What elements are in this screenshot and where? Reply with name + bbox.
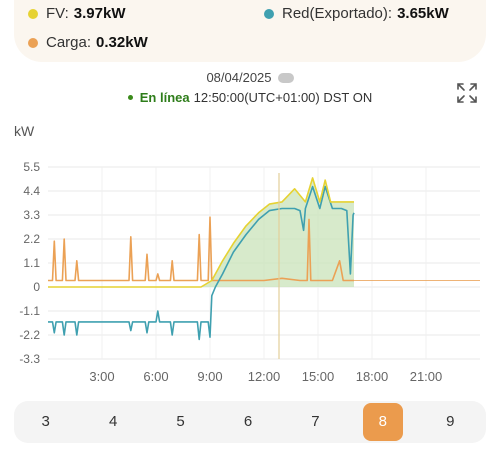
y-tick-label: -1.1 xyxy=(19,304,40,318)
y-tick-label: 0 xyxy=(33,280,40,294)
grid-export-line xyxy=(48,185,355,341)
x-tick-label: 15:00 xyxy=(302,369,335,384)
online-status: En línea xyxy=(139,90,190,105)
legend-pv-value: 3.97kW xyxy=(73,5,126,22)
x-tick-label: 18:00 xyxy=(356,369,389,384)
legend-load[interactable]: Carga: 0.32kW xyxy=(28,34,148,51)
day-selector: 3 4 5 6 7 8 9 xyxy=(14,401,486,443)
legend-pv[interactable]: FV: 3.97kW xyxy=(28,5,125,22)
day-button-3[interactable]: 3 xyxy=(41,413,50,430)
legend-grid-value: 3.65kW xyxy=(397,5,449,22)
date-row: 08/04/2025 xyxy=(0,70,500,85)
legend-pv-dot xyxy=(28,8,38,19)
day-button-4[interactable]: 4 xyxy=(108,413,118,430)
expand-icon[interactable] xyxy=(456,82,478,104)
pv-area xyxy=(48,177,354,287)
legend-load-label: Carga: xyxy=(46,34,92,51)
day-button-7[interactable]: 7 xyxy=(311,413,320,430)
day-button-6[interactable]: 6 xyxy=(243,413,253,430)
legend-grid-label: Red(Exportado): xyxy=(282,5,393,22)
day-button-9[interactable]: 9 xyxy=(446,413,455,430)
chart-date: 08/04/2025 xyxy=(206,70,272,85)
y-tick-label: 2.2 xyxy=(23,232,40,246)
y-tick-label: 3.3 xyxy=(23,208,40,222)
legend-grid-export[interactable]: Red(Exportado): 3.65kW xyxy=(264,5,449,22)
summary-panel: FV: 3.97kW Red(Exportado): 3.65kW Carga:… xyxy=(14,0,486,62)
pv-line xyxy=(48,177,354,288)
load-line xyxy=(48,216,354,282)
x-tick-label: 21:00 xyxy=(410,369,443,384)
day-button-5[interactable]: 5 xyxy=(176,413,185,430)
legend-load-value: 0.32kW xyxy=(96,34,148,51)
legend-grid-dot xyxy=(264,8,274,19)
y-tick-label: 5.5 xyxy=(23,160,40,174)
y-axis-unit: kW xyxy=(14,123,35,139)
online-dot xyxy=(127,95,133,101)
day-button-8[interactable]: 8 xyxy=(362,403,403,441)
x-tick-label: 6:00 xyxy=(143,369,168,384)
legend-load-dot xyxy=(28,37,38,48)
y-tick-label: -2.2 xyxy=(19,328,40,342)
x-tick-label: 12:00 xyxy=(248,369,281,384)
y-tick-label: 1.1 xyxy=(23,256,40,270)
legend-pv-label: FV: xyxy=(46,5,69,22)
y-tick-label: 4.4 xyxy=(23,184,40,198)
x-tick-label: 3:00 xyxy=(89,369,114,384)
cloud-icon xyxy=(277,72,294,83)
status-row: En línea 12:50:00(UTC+01:00) DST ON xyxy=(0,90,500,105)
power-chart[interactable]: 5.5 4.4 3.3 2.2 1.1 0 -1.1 -2.2 -3.3 3:00 6:00 9:00… xyxy=(0,150,500,390)
status-time: 12:50:00(UTC+01:00) DST ON xyxy=(193,90,373,105)
y-tick-label: -3.3 xyxy=(19,352,40,366)
x-tick-label: 9:00 xyxy=(197,369,222,384)
